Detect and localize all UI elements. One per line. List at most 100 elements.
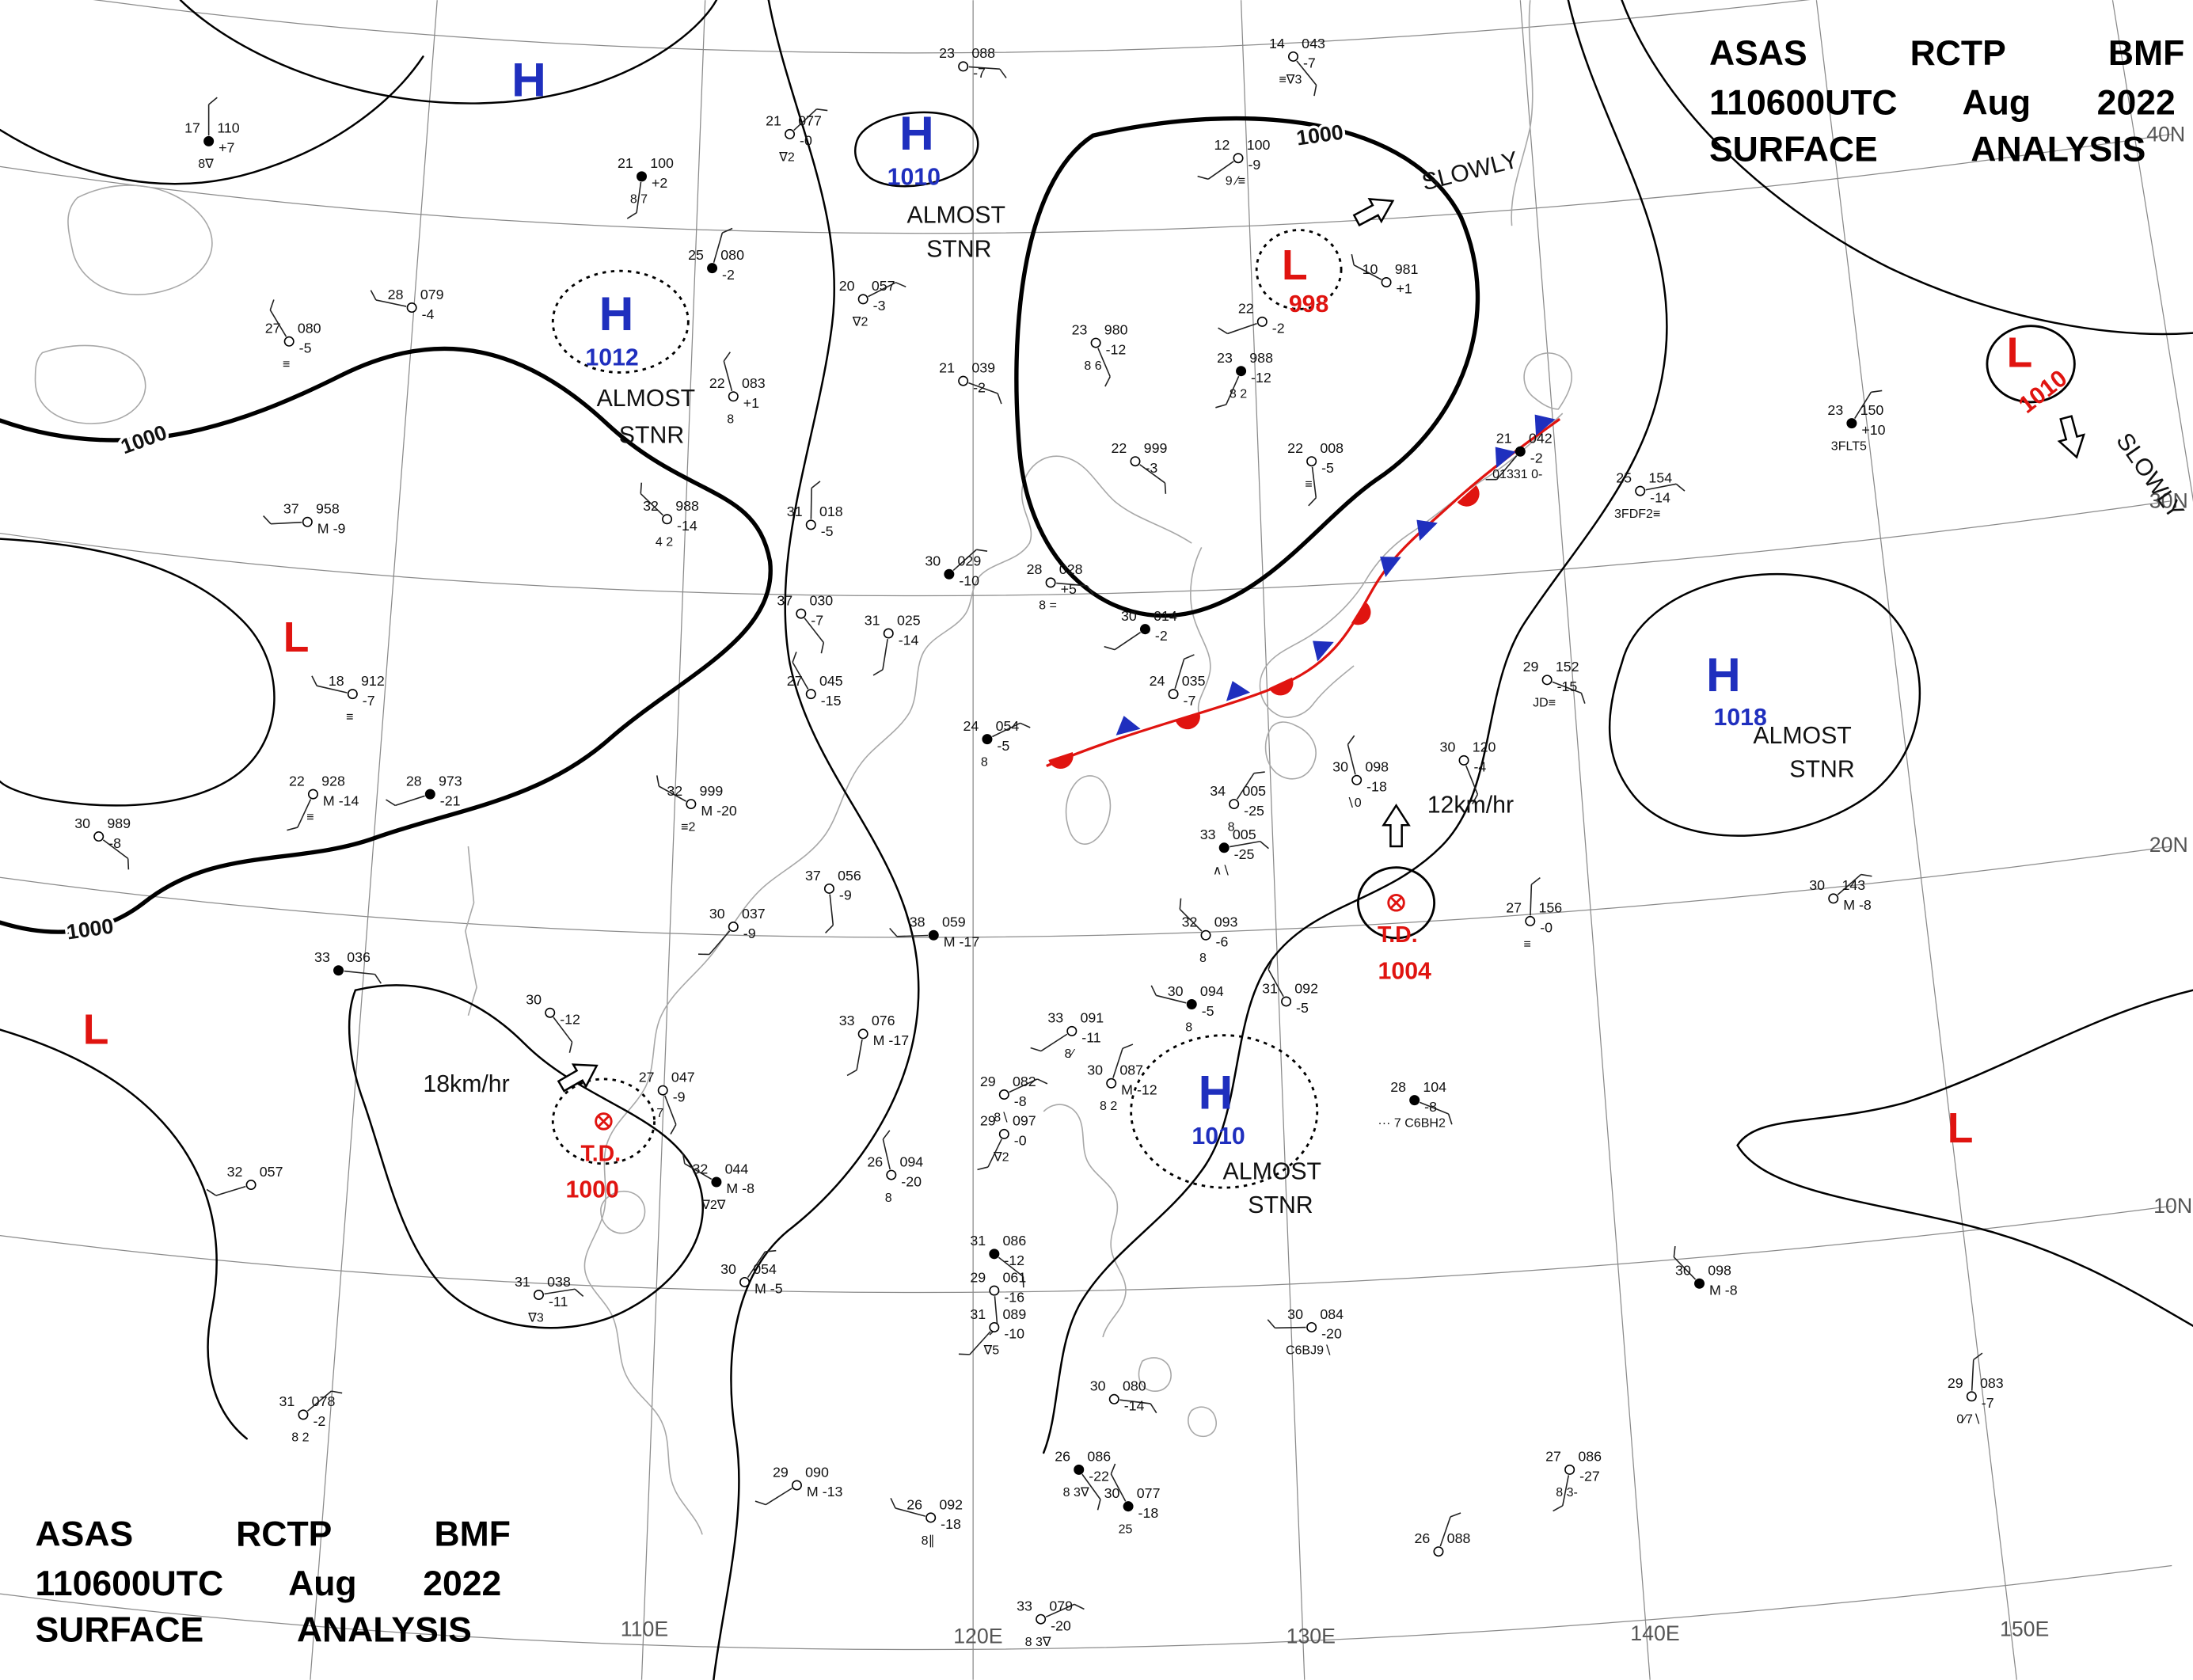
station-plot: 28 973 -21 <box>386 773 462 808</box>
station-plot: 29 090 M -13 <box>754 1464 843 1506</box>
station-pressure: 061 <box>1003 1269 1027 1285</box>
station-pressure: 094 <box>1200 983 1224 999</box>
station-temp: 33 <box>839 1013 855 1028</box>
wind-barb-shaft <box>969 1331 991 1355</box>
wind-barb-shaft <box>968 382 998 394</box>
wind-barb-shaft <box>793 108 817 131</box>
station-pressure: 018 <box>819 504 843 519</box>
system-pressure-value: 1010 <box>1192 1123 1245 1150</box>
system-pressure-value: 1018 <box>1714 705 1767 731</box>
chart-id-label: ASAS RCTP BMF <box>36 1515 511 1554</box>
low-symbol: L <box>83 1006 109 1053</box>
td-label: T.D. <box>581 1141 621 1166</box>
station-pressure: 047 <box>671 1070 695 1085</box>
lat-label: 10N <box>2153 1194 2192 1218</box>
station-plot: 28 028 +5 8 = <box>1027 561 1094 613</box>
wind-barb-tick <box>1030 1047 1042 1052</box>
station-pressure: 035 <box>1182 673 1206 689</box>
cloud-cover-circle <box>1458 754 1469 766</box>
station-temp: 27 <box>1506 900 1522 916</box>
station-extra: ≡∇3 <box>1279 72 1302 86</box>
wind-barb-shaft <box>1114 632 1141 651</box>
station-pressure: 045 <box>819 673 843 689</box>
wind-barb-shaft <box>952 549 977 572</box>
lon-label: 150E <box>2000 1617 2049 1641</box>
station-pressure: 089 <box>1003 1306 1027 1322</box>
cloud-cover-circle <box>1281 996 1292 1007</box>
station-pressure: 999 <box>700 783 724 799</box>
wind-barb <box>952 549 988 572</box>
cold-front-triangle <box>1416 519 1438 542</box>
wind-barb-tick <box>1580 693 1586 704</box>
wind-barb-shaft <box>1296 60 1317 86</box>
station-pressure: 057 <box>872 278 895 294</box>
station-pressure: 093 <box>1214 914 1238 930</box>
station-extra: 8 <box>1199 951 1207 965</box>
station-plot: 29 061 -16 <box>970 1269 1027 1336</box>
wind-barb-shaft <box>1673 1256 1697 1280</box>
wind-barb <box>872 638 888 676</box>
station-plot: 31 018 -5 <box>787 481 843 539</box>
station-extra: C6BJ9∖ <box>1286 1343 1332 1357</box>
station-plot: 26 088 <box>1414 1512 1470 1557</box>
wind-barb <box>206 1185 246 1196</box>
station-extra: 8 <box>1228 819 1235 834</box>
wind-barb <box>1215 375 1240 409</box>
warm-front-semicircle <box>1175 713 1200 730</box>
title-block-bottom-left: ASAS RCTP BMF 110600UTC Aug 2022 SURFACE… <box>36 1515 511 1650</box>
station-pressure: 120 <box>1473 739 1496 755</box>
wind-barb <box>1673 1246 1697 1280</box>
wind-barb-tick <box>263 515 272 525</box>
station-tendency: -14 <box>899 632 919 648</box>
chart-id-label: ASAS RCTP BMF <box>1709 34 2184 73</box>
chart-datetime-label: 110600UTC Aug 2022 <box>36 1564 502 1603</box>
station-extra: 8 3∇ <box>1025 1635 1051 1649</box>
cloud-cover-circle <box>1828 893 1839 904</box>
station-temp: 30 <box>1121 608 1137 624</box>
station-tendency: -14 <box>677 518 697 534</box>
wind-barb-shaft <box>1496 455 1518 481</box>
system-status: STNR <box>1789 757 1854 783</box>
cloud-cover-circle <box>298 1409 309 1420</box>
wind-barb <box>998 1256 1024 1288</box>
cloud-cover-circle <box>785 128 796 139</box>
wind-barb-shaft <box>658 785 687 802</box>
pressure-system-h-1010-s: H 1010 ALMOST STNR <box>1130 1034 1321 1218</box>
wind-barb-tick <box>1472 793 1479 804</box>
station-tendency: +2 <box>652 175 667 191</box>
station-temp: 21 <box>1496 431 1512 447</box>
station-tendency: -5 <box>1321 460 1334 476</box>
warm-front-semicircle <box>1048 752 1074 769</box>
wind-barb-shaft <box>1837 873 1862 895</box>
station-pressure: 999 <box>1144 440 1168 456</box>
station-extra: ≡2 <box>681 819 695 834</box>
station-tendency: -14 <box>1124 1398 1145 1414</box>
wind-barb <box>1179 898 1203 932</box>
warm-front-semicircle <box>1351 601 1371 625</box>
coastlines <box>34 0 1572 1535</box>
wind-barb-tick <box>1485 478 1497 481</box>
station-pressure: 039 <box>971 359 995 375</box>
station-pressure: 078 <box>312 1393 336 1409</box>
cloud-cover-circle <box>245 1180 257 1191</box>
system-pressure-value: 1000 <box>565 1177 618 1203</box>
wind-barb <box>1485 455 1518 481</box>
wind-barb-tick <box>1351 253 1355 265</box>
station-pressure: 088 <box>971 45 995 61</box>
station-tendency: -9 <box>1248 157 1260 173</box>
station-extra: ≡ <box>1524 937 1531 951</box>
wind-barb <box>810 481 821 519</box>
station-temp: 32 <box>692 1161 708 1176</box>
wind-barb-shaft <box>636 181 642 213</box>
station-extra: 01331 0- <box>1492 467 1542 481</box>
wind-barb-shaft <box>747 1251 766 1278</box>
wind-barb-tick <box>697 953 709 956</box>
station-tendency: -12 <box>560 1011 580 1027</box>
station-plot: 27 045 -15 <box>787 652 843 709</box>
station-temp: 33 <box>1047 1010 1063 1026</box>
cloud-cover-circle <box>424 789 435 800</box>
wind-barb-tick <box>206 1188 217 1196</box>
station-pressure: 958 <box>316 501 340 517</box>
station-temp: 14 <box>1269 36 1285 51</box>
